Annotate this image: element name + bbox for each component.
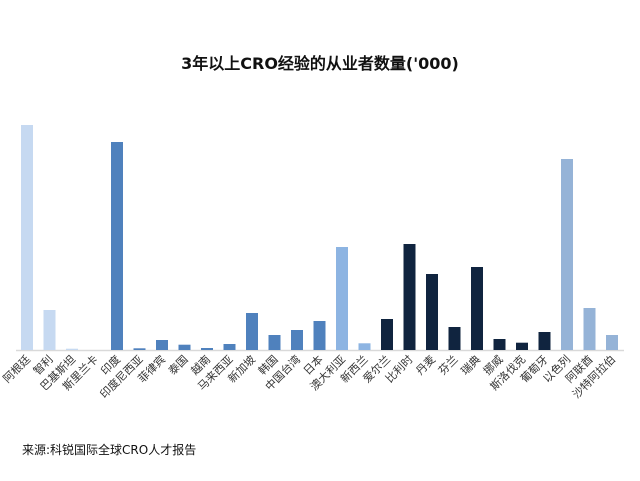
bar-21 xyxy=(493,339,506,350)
bar-0 xyxy=(21,125,33,350)
bar-2 xyxy=(66,348,78,350)
bar-25 xyxy=(583,308,596,350)
bar-11 xyxy=(268,335,281,350)
bar-16 xyxy=(381,319,393,350)
x-tick-label: 泰国 xyxy=(165,352,190,377)
bar-24 xyxy=(561,159,573,350)
bar-12 xyxy=(291,330,303,350)
x-tick-label: 瑞典 xyxy=(458,352,483,377)
bar-20 xyxy=(471,267,483,350)
bar-15 xyxy=(358,343,371,350)
bar-4 xyxy=(111,142,123,350)
bar-7 xyxy=(178,344,191,350)
bar-19 xyxy=(448,327,461,350)
bar-17 xyxy=(403,244,416,350)
x-tick-label: 丹麦 xyxy=(413,353,438,378)
bar-26 xyxy=(606,335,618,350)
x-tick-label: 芬兰 xyxy=(436,353,461,378)
bar-18 xyxy=(426,274,438,350)
bar-1 xyxy=(43,310,56,350)
bar-14 xyxy=(336,247,348,350)
bar-8 xyxy=(201,348,213,350)
bar-13 xyxy=(313,321,326,350)
bar-23 xyxy=(538,332,551,350)
bar-10 xyxy=(246,313,258,350)
source-note: 来源:科锐国际全球CRO人才报告 xyxy=(22,443,197,457)
bar-9 xyxy=(223,344,236,350)
bar-5 xyxy=(133,348,146,350)
x-tick-label: 阿根廷 xyxy=(0,352,33,385)
bar-6 xyxy=(156,340,168,350)
chart-title: 3年以上CRO经验的从业者数量('000) xyxy=(181,54,459,73)
bar-22 xyxy=(516,342,528,350)
